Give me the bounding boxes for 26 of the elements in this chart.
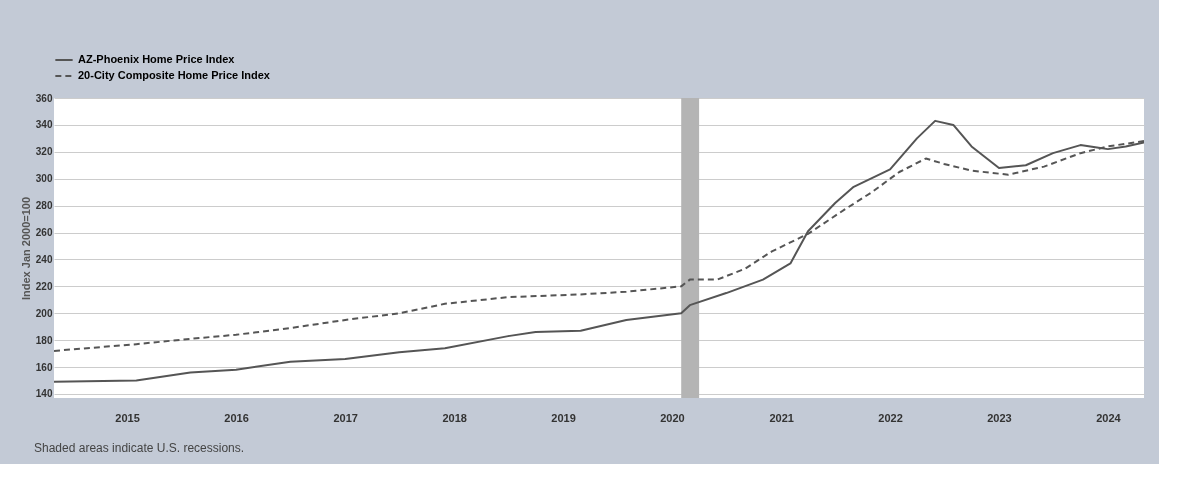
y-tick-label: 180: [35, 334, 53, 346]
y-tick-label: 320: [35, 146, 53, 158]
x-tick-label: 2019: [551, 411, 576, 424]
y-tick-label: 340: [35, 119, 53, 131]
x-tick-label: 2021: [769, 411, 794, 424]
legend-label: 20-City Composite Home Price Index: [78, 69, 271, 81]
x-tick-label: 2024: [1096, 411, 1122, 424]
legend-label: AZ-Phoenix Home Price Index: [78, 53, 236, 65]
y-tick-label: 280: [35, 200, 53, 212]
y-tick-label: 240: [35, 253, 53, 265]
y-tick-label: 160: [35, 361, 53, 373]
y-axis-title: Index Jan 2000=100: [19, 196, 32, 301]
y-tick-label: 220: [35, 280, 53, 292]
y-tick-label: 300: [35, 173, 53, 185]
x-tick-label: 2023: [987, 411, 1012, 424]
x-tick-label: 2018: [442, 411, 467, 424]
x-tick-label: 2022: [878, 411, 903, 424]
y-tick-label: 260: [35, 227, 53, 239]
x-tick-label: 2017: [333, 411, 358, 424]
x-tick-label: 2020: [660, 411, 685, 424]
text: Shaded areas indicate U.S. recessions.: [34, 441, 245, 455]
y-tick-label: 200: [35, 307, 53, 319]
y-tick-label: 360: [35, 92, 53, 104]
y-tick-label: 140: [35, 388, 53, 400]
x-tick-label: 2015: [115, 411, 140, 424]
x-tick-label: 2016: [224, 411, 249, 424]
